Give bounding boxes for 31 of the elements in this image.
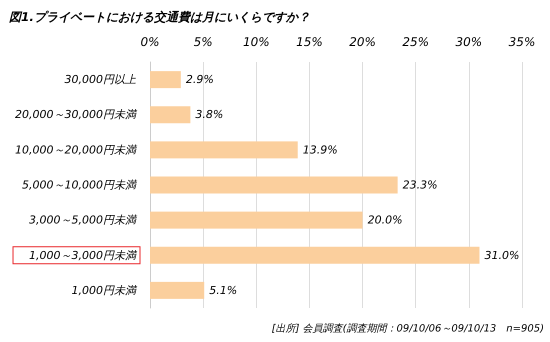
bar bbox=[150, 246, 480, 264]
y-tick-label: 5,000～10,000円未満 bbox=[22, 178, 138, 192]
y-tick-label: 1,000～3,000円未満 bbox=[29, 248, 138, 262]
x-tick-label: 10% bbox=[242, 35, 270, 49]
y-tick-label: 1,000円未満 bbox=[72, 284, 138, 297]
data-label: 13.9% bbox=[302, 143, 338, 156]
data-label: 20.0% bbox=[368, 214, 403, 227]
x-tick-label: 25% bbox=[402, 35, 430, 49]
text: [出所] 会員調査(調査期間：09/10/06～09/10/13 n=905) bbox=[272, 322, 544, 334]
bar bbox=[150, 71, 181, 88]
x-tick-label: 30% bbox=[456, 35, 482, 49]
data-label: 2.9% bbox=[186, 73, 214, 86]
data-label: 5.1% bbox=[209, 284, 238, 297]
x-tick-label: 20% bbox=[349, 35, 376, 49]
x-tick-label: 5% bbox=[194, 35, 213, 49]
x-tick-label: 0% bbox=[140, 35, 160, 49]
data-label: 23.3% bbox=[402, 178, 438, 192]
bar bbox=[150, 106, 190, 124]
bar bbox=[150, 176, 398, 194]
data-label: 3.8% bbox=[195, 108, 224, 122]
bar bbox=[150, 141, 298, 158]
y-tick-label: 3,000～5,000円未満 bbox=[29, 214, 138, 227]
chart-title: 図1.プライベートにおける交通費は月にいくらですか？ bbox=[9, 10, 310, 24]
x-tick-label: 35% bbox=[508, 35, 536, 49]
bar bbox=[150, 282, 204, 299]
x-tick-label: 15% bbox=[296, 35, 323, 49]
y-tick-label: 10,000～20,000円未満 bbox=[15, 143, 138, 156]
bar bbox=[150, 212, 363, 229]
y-tick-label: 30,000円以上 bbox=[64, 73, 136, 86]
data-label: 31.0% bbox=[484, 248, 520, 262]
y-tick-label: 20,000～30,000円未満 bbox=[15, 108, 138, 122]
